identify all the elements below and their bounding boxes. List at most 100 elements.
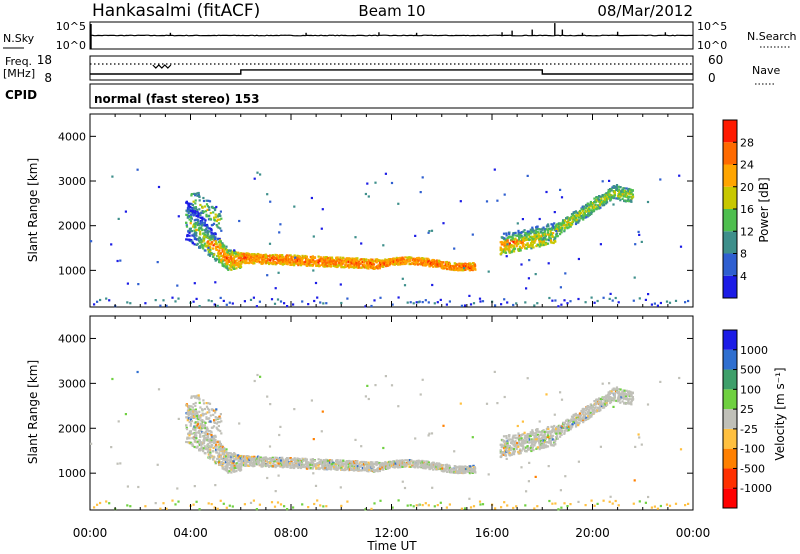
- power-echo-cell: [206, 248, 210, 251]
- power-echo-cell: [597, 198, 601, 201]
- power-echo-cell: [501, 241, 504, 245]
- velocity-echo-cell: [372, 466, 376, 469]
- velocity-echo-cell: [207, 408, 211, 411]
- velocity-echo-cell: [415, 459, 418, 463]
- power-echo-cell: [236, 252, 239, 255]
- freq-label-line1: Freq.: [5, 55, 32, 68]
- velocity-echo-cell: [457, 471, 460, 474]
- velocity-echo-cell: [216, 427, 219, 431]
- power-echo-cell: [190, 217, 193, 220]
- power-echo-cell: [307, 303, 310, 306]
- power-echo-cell: [207, 242, 210, 245]
- velocity-echo-cell: [336, 467, 339, 471]
- velocity-echo-cell: [324, 466, 327, 470]
- power-echo-cell: [281, 254, 284, 257]
- velocity-echo-cell: [399, 466, 402, 469]
- velocity-echo-cell: [257, 461, 261, 464]
- velocity-echo-cell: [232, 456, 235, 459]
- power-echo-cell: [592, 206, 596, 209]
- power-colorbar-tick-label: 12: [740, 225, 754, 238]
- power-echo-cell: [513, 247, 517, 250]
- power-echo-cell: [186, 213, 189, 217]
- power-echo-cell: [218, 213, 221, 216]
- power-echo-cell: [565, 225, 568, 228]
- noise-right-tick-top: 10^5: [697, 20, 727, 33]
- power-echo-cell: [194, 212, 197, 215]
- power-echo-cell: [360, 242, 363, 245]
- power-echo-cell: [270, 298, 274, 301]
- velocity-echo-cell: [245, 464, 248, 467]
- power-echo-cell: [527, 245, 530, 248]
- power-echo-cell: [468, 294, 471, 297]
- power-echo-cell: [533, 235, 536, 238]
- velocity-echo-cell: [505, 436, 508, 440]
- velocity-echo-cell: [345, 468, 348, 471]
- power-echo-cell: [356, 262, 359, 265]
- velocity-echo-cell: [357, 463, 361, 466]
- velocity-echo-cell: [382, 466, 385, 469]
- power-echo-cell: [334, 263, 337, 266]
- velocity-echo-cell: [194, 439, 197, 442]
- power-echo-cell: [595, 208, 598, 211]
- power-echo-cell: [517, 233, 520, 236]
- power-echo-cell: [534, 235, 537, 238]
- velocity-echo-cell: [277, 462, 280, 465]
- power-echo-cell: [470, 268, 473, 271]
- velocity-echo-cell: [412, 460, 415, 463]
- power-echo-cell: [531, 245, 534, 248]
- power-echo-cell: [505, 245, 508, 248]
- power-echo-cell: [382, 264, 385, 267]
- power-echo-cell: [374, 181, 377, 184]
- power-echo-cell: [232, 257, 235, 260]
- velocity-echo-cell: [252, 463, 255, 466]
- power-echo-cell: [473, 263, 476, 266]
- power-echo-cell: [384, 258, 387, 261]
- velocity-echo-cell: [362, 463, 366, 466]
- velocity-echo-cell: [323, 468, 326, 471]
- power-echo-cell: [188, 234, 191, 237]
- power-echo-cell: [527, 277, 530, 280]
- velocity-echo-cell: [243, 456, 246, 459]
- power-echo-cell: [238, 260, 241, 263]
- power-echo-cell: [679, 245, 683, 248]
- freq-left-tick-bottom: 8: [44, 71, 52, 85]
- velocity-echo-cell: [210, 454, 213, 457]
- velocity-echo-cell: [206, 428, 209, 431]
- power-echo-cell: [627, 191, 630, 194]
- velocity-echo-cell: [305, 466, 308, 469]
- power-echo-cell: [359, 262, 362, 265]
- velocity-echo-cell: [191, 432, 194, 435]
- freq-right-tick-top: 60: [708, 53, 723, 67]
- power-echo-cell: [519, 233, 522, 236]
- power-echo-cell: [232, 252, 235, 255]
- power-echo-cell: [421, 262, 424, 265]
- power-echo-cell: [196, 237, 199, 241]
- velocity-echo-cell: [358, 465, 361, 468]
- power-echo-cell: [512, 245, 516, 248]
- power-echo-cell: [366, 261, 369, 265]
- power-echo-cell: [196, 192, 199, 195]
- power-echo-cell: [280, 256, 283, 259]
- power-echo-cell: [253, 255, 256, 258]
- power-echo-cell: [90, 240, 93, 243]
- nave-wiggle: [152, 64, 172, 69]
- power-echo-cell: [259, 173, 262, 176]
- velocity-echo-cell: [216, 448, 219, 451]
- power-echo-cell: [575, 217, 578, 220]
- velocity-echo-cell: [208, 440, 211, 443]
- power-echo-cell: [317, 261, 320, 264]
- power-echo-cell: [437, 262, 440, 265]
- velocity-echo-cell: [438, 466, 441, 469]
- power-echo-cell: [194, 202, 197, 205]
- power-echo-cell: [625, 190, 628, 193]
- velocity-echo-cell: [238, 465, 241, 468]
- velocity-echo-cell: [381, 466, 384, 469]
- power-echo-cell: [615, 185, 618, 188]
- power-echo-cell: [190, 203, 193, 206]
- power-echo-cell: [319, 301, 322, 304]
- power-echo-cell: [99, 298, 102, 302]
- velocity-echo-cell: [328, 467, 331, 470]
- power-echo-cell: [220, 229, 223, 232]
- power-echo-cell: [193, 219, 196, 222]
- power-echo-cell: [393, 263, 396, 266]
